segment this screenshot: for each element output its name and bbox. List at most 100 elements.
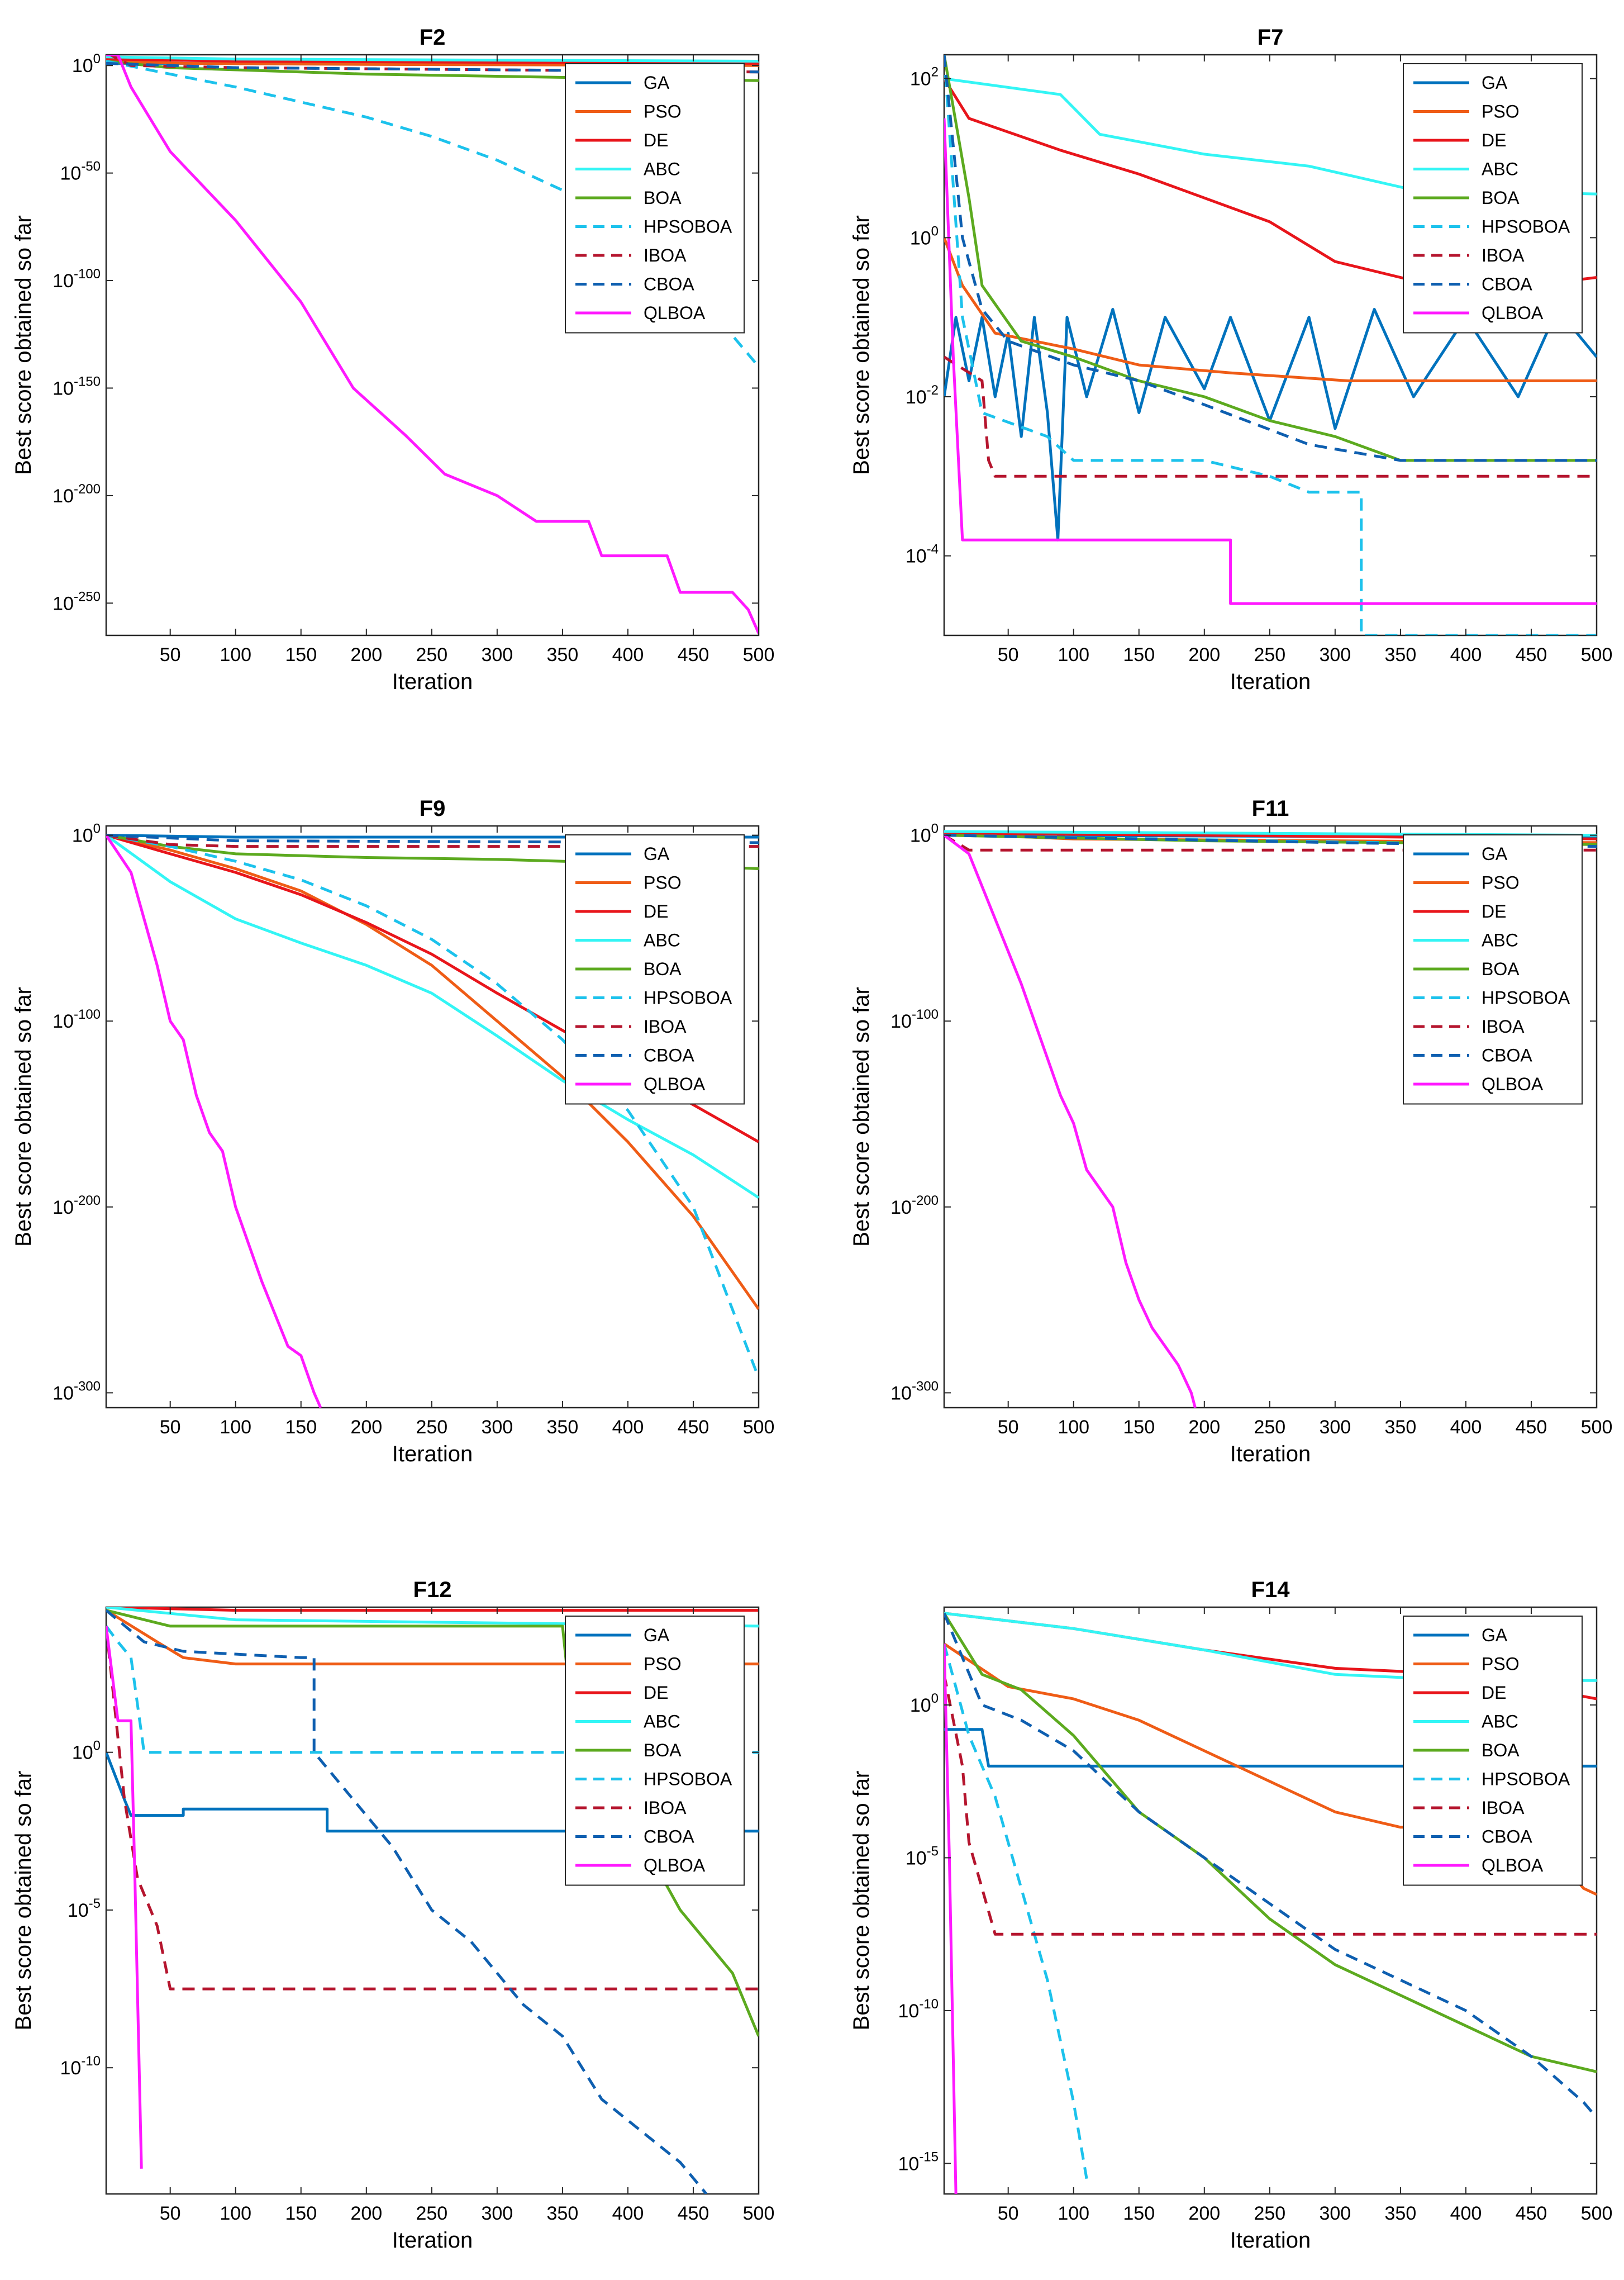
legend-label-boa: BOA (644, 959, 682, 979)
panel-f12: F12 50 100 150 200 250 300 350 400 450 500 100 10-5 1… (11, 1578, 774, 2253)
legend-label-cboa: CBOA (1482, 1046, 1532, 1066)
x-tick-label: 500 (1581, 2203, 1613, 2224)
series-iboa (944, 355, 1597, 478)
legend-label-de: DE (644, 1683, 668, 1703)
legend-label-pso: PSO (644, 873, 682, 893)
x-axis-label: Iteration (392, 669, 473, 694)
x-tick-label: 300 (481, 2203, 513, 2224)
series-pso (106, 834, 759, 1310)
x-tick-label: 50 (998, 644, 1019, 666)
legend-label-hpsoboa: HPSOBOA (1482, 217, 1570, 237)
legend-label-hpsoboa: HPSOBOA (644, 988, 732, 1008)
legend-label-pso: PSO (1482, 873, 1520, 893)
x-tick-label: 350 (547, 2203, 579, 2224)
x-tick-label: 200 (1188, 2203, 1220, 2224)
series-qlboa (944, 118, 1597, 605)
x-tick-label: 300 (481, 1417, 513, 1438)
x-tick-label: 250 (1254, 644, 1285, 666)
x-tick-label: 500 (743, 644, 775, 666)
chart-title: F14 (1251, 1578, 1290, 1602)
series-ga (944, 1728, 1597, 1768)
x-tick-label: 50 (998, 2203, 1019, 2224)
x-tick-label: 150 (285, 2203, 317, 2224)
x-tick-label: 500 (743, 2203, 775, 2224)
legend-label-cboa: CBOA (644, 1046, 694, 1066)
x-tick-label: 400 (612, 644, 644, 666)
x-tick-label: 450 (678, 644, 709, 666)
legend-label-pso: PSO (1482, 102, 1520, 122)
series-hpsoboa (944, 55, 1597, 635)
legend-label-ga: GA (644, 73, 670, 93)
series-iboa (944, 1674, 1597, 1936)
x-axis-label: Iteration (1230, 1442, 1311, 1466)
x-tick-label: 450 (1516, 644, 1547, 666)
legend-label-abc: ABC (1482, 1712, 1518, 1732)
x-tick-label: 350 (1385, 2203, 1417, 2224)
legend-label-iboa: IBOA (1482, 245, 1525, 265)
x-tick-label: 300 (481, 644, 513, 666)
chart-title: F7 (1258, 25, 1284, 50)
series-boa (944, 55, 1597, 462)
legend-label-qlboa: QLBOA (644, 1855, 706, 1875)
x-tick-label: 400 (612, 1417, 644, 1438)
x-tick-label: 50 (160, 1417, 181, 1438)
series-iboa (106, 834, 759, 848)
series-qlboa (106, 834, 322, 1408)
x-tick-label: 350 (1385, 644, 1417, 666)
series-hpsoboa (106, 60, 759, 368)
legend-label-ga: GA (644, 844, 670, 864)
legend-label-iboa: IBOA (644, 1798, 687, 1818)
x-tick-label: 100 (1058, 644, 1089, 666)
x-tick-label: 350 (547, 644, 579, 666)
legend-label-de: DE (1482, 1683, 1506, 1703)
x-tick-label: 100 (1058, 2203, 1089, 2224)
x-tick-label: 500 (743, 1417, 775, 1438)
series-pso (106, 60, 759, 67)
x-tick-label: 400 (1450, 1417, 1482, 1438)
x-tick-label: 100 (1058, 1417, 1089, 1438)
series-ga (106, 1751, 759, 1833)
x-tick-label: 450 (678, 2203, 709, 2224)
chart-title: F11 (1252, 796, 1289, 821)
x-tick-label: 450 (1516, 1417, 1547, 1438)
x-tick-label: 200 (350, 644, 382, 666)
legend-label-ga: GA (1482, 844, 1508, 864)
y-tick-label: 100 (72, 1738, 101, 1764)
x-tick-label: 350 (547, 1417, 579, 1438)
x-tick-label: 250 (416, 2203, 447, 2224)
x-tick-label: 350 (1385, 1417, 1417, 1438)
x-tick-label: 250 (1254, 1417, 1285, 1438)
series-group (944, 55, 1597, 635)
y-tick-label: 10-4 (906, 542, 939, 567)
series-qlboa (106, 1626, 143, 2169)
x-tick-label: 50 (160, 644, 181, 666)
legend-label-hpsoboa: HPSOBOA (644, 1769, 732, 1789)
x-tick-label: 300 (1319, 644, 1351, 666)
legend-label-hpsoboa: HPSOBOA (644, 217, 732, 237)
x-axis-label: Iteration (1230, 2228, 1311, 2253)
x-tick-label: 250 (416, 644, 447, 666)
legend-label-iboa: IBOA (1482, 1016, 1525, 1037)
y-tick-label: 10-10 (60, 2054, 101, 2079)
y-axis-label: Best score obtained so far (849, 987, 874, 1247)
y-tick-label: 10-5 (68, 1896, 101, 1921)
legend-label-boa: BOA (644, 188, 682, 208)
legend-label-ga: GA (1482, 73, 1508, 93)
series-qlboa (106, 55, 759, 634)
x-axis-label: Iteration (392, 1442, 473, 1466)
y-axis-label: Best score obtained so far (11, 1771, 36, 2031)
y-axis-label: Best score obtained so far (849, 215, 874, 475)
legend-label-iboa: IBOA (644, 1016, 687, 1037)
chart-title: F12 (413, 1578, 452, 1602)
legend-label-cboa: CBOA (644, 274, 694, 294)
x-tick-label: 450 (1516, 2203, 1547, 2224)
legend: GA PSO DE ABC BOA HPSOBOA IBOA CBOA QLBOA (1403, 834, 1583, 1105)
legend-label-boa: BOA (1482, 959, 1520, 979)
legend-label-boa: BOA (644, 1740, 682, 1760)
x-tick-label: 500 (1581, 644, 1613, 666)
